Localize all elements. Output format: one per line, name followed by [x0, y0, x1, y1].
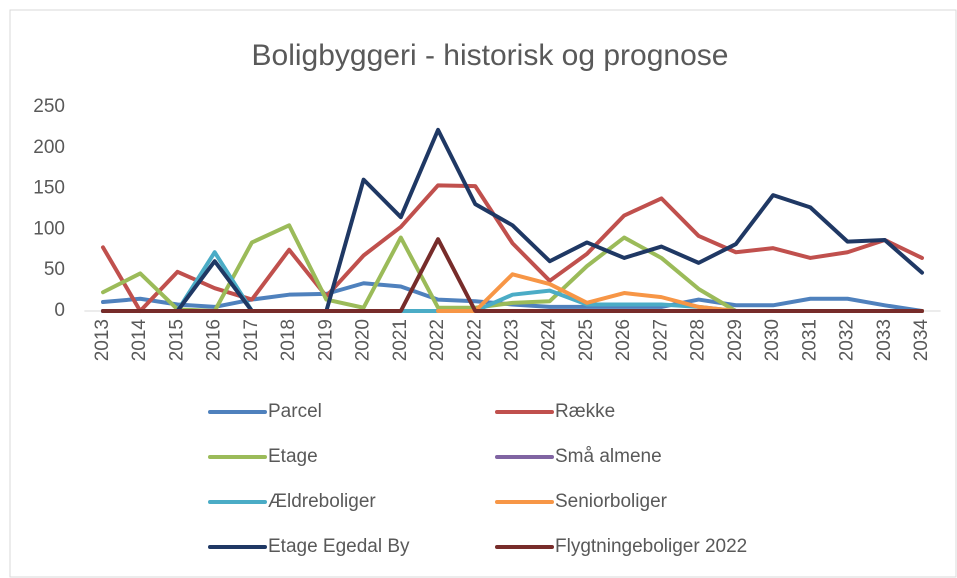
series-line — [101, 237, 924, 313]
x-tick-label: 2023 — [502, 319, 523, 361]
x-tick-label: 2022 — [464, 319, 485, 361]
x-tick-label: 2030 — [762, 319, 783, 361]
chart-frame — [9, 9, 957, 578]
x-tick-label: 2020 — [353, 319, 374, 361]
x-tick-label: 2019 — [315, 319, 336, 361]
y-tick-label: 50 — [44, 259, 65, 280]
x-tick-label: 2032 — [837, 319, 858, 361]
legend-label: Etage Egedal By — [268, 536, 410, 557]
chart-title: Boligbyggeri - historisk og prognose — [252, 39, 729, 72]
y-tick-label: 0 — [54, 300, 65, 321]
x-tick-label: 2025 — [576, 319, 597, 361]
series-line — [101, 127, 924, 313]
x-tick-label: 2021 — [390, 319, 411, 361]
y-tick-label: 250 — [33, 96, 65, 117]
x-tick-label: 2028 — [688, 319, 709, 361]
x-tick-label: 2014 — [129, 319, 150, 362]
x-tick-label: 2015 — [166, 319, 187, 361]
x-tick-label: 2034 — [911, 319, 932, 362]
x-tick-label: 2027 — [650, 319, 671, 361]
x-tick-label: 2024 — [539, 319, 560, 362]
x-tick-label: 2017 — [241, 319, 262, 361]
x-tick-label: 2031 — [799, 319, 820, 361]
legend-label: Række — [555, 401, 615, 422]
legend-label: Etage — [268, 446, 318, 467]
legend-label: Små almene — [555, 446, 662, 467]
x-tick-label: 2033 — [874, 319, 895, 361]
x-tick-label: 2016 — [204, 319, 225, 361]
legend-label: Parcel — [268, 401, 322, 422]
legend-label: Seniorboliger — [555, 491, 668, 512]
x-tick-label: 2026 — [613, 319, 634, 361]
x-tick-label: 2022 — [427, 319, 448, 361]
y-tick-label: 100 — [33, 218, 65, 239]
y-tick-label: 150 — [33, 178, 65, 199]
legend-label: Flygtningeboliger 2022 — [555, 536, 747, 557]
y-tick-label: 200 — [33, 137, 65, 158]
x-tick-label: 2029 — [725, 319, 746, 361]
x-tick-label: 2018 — [278, 319, 299, 361]
legend-label: Ældreboliger — [268, 491, 376, 512]
x-tick-label: 2013 — [92, 319, 113, 361]
